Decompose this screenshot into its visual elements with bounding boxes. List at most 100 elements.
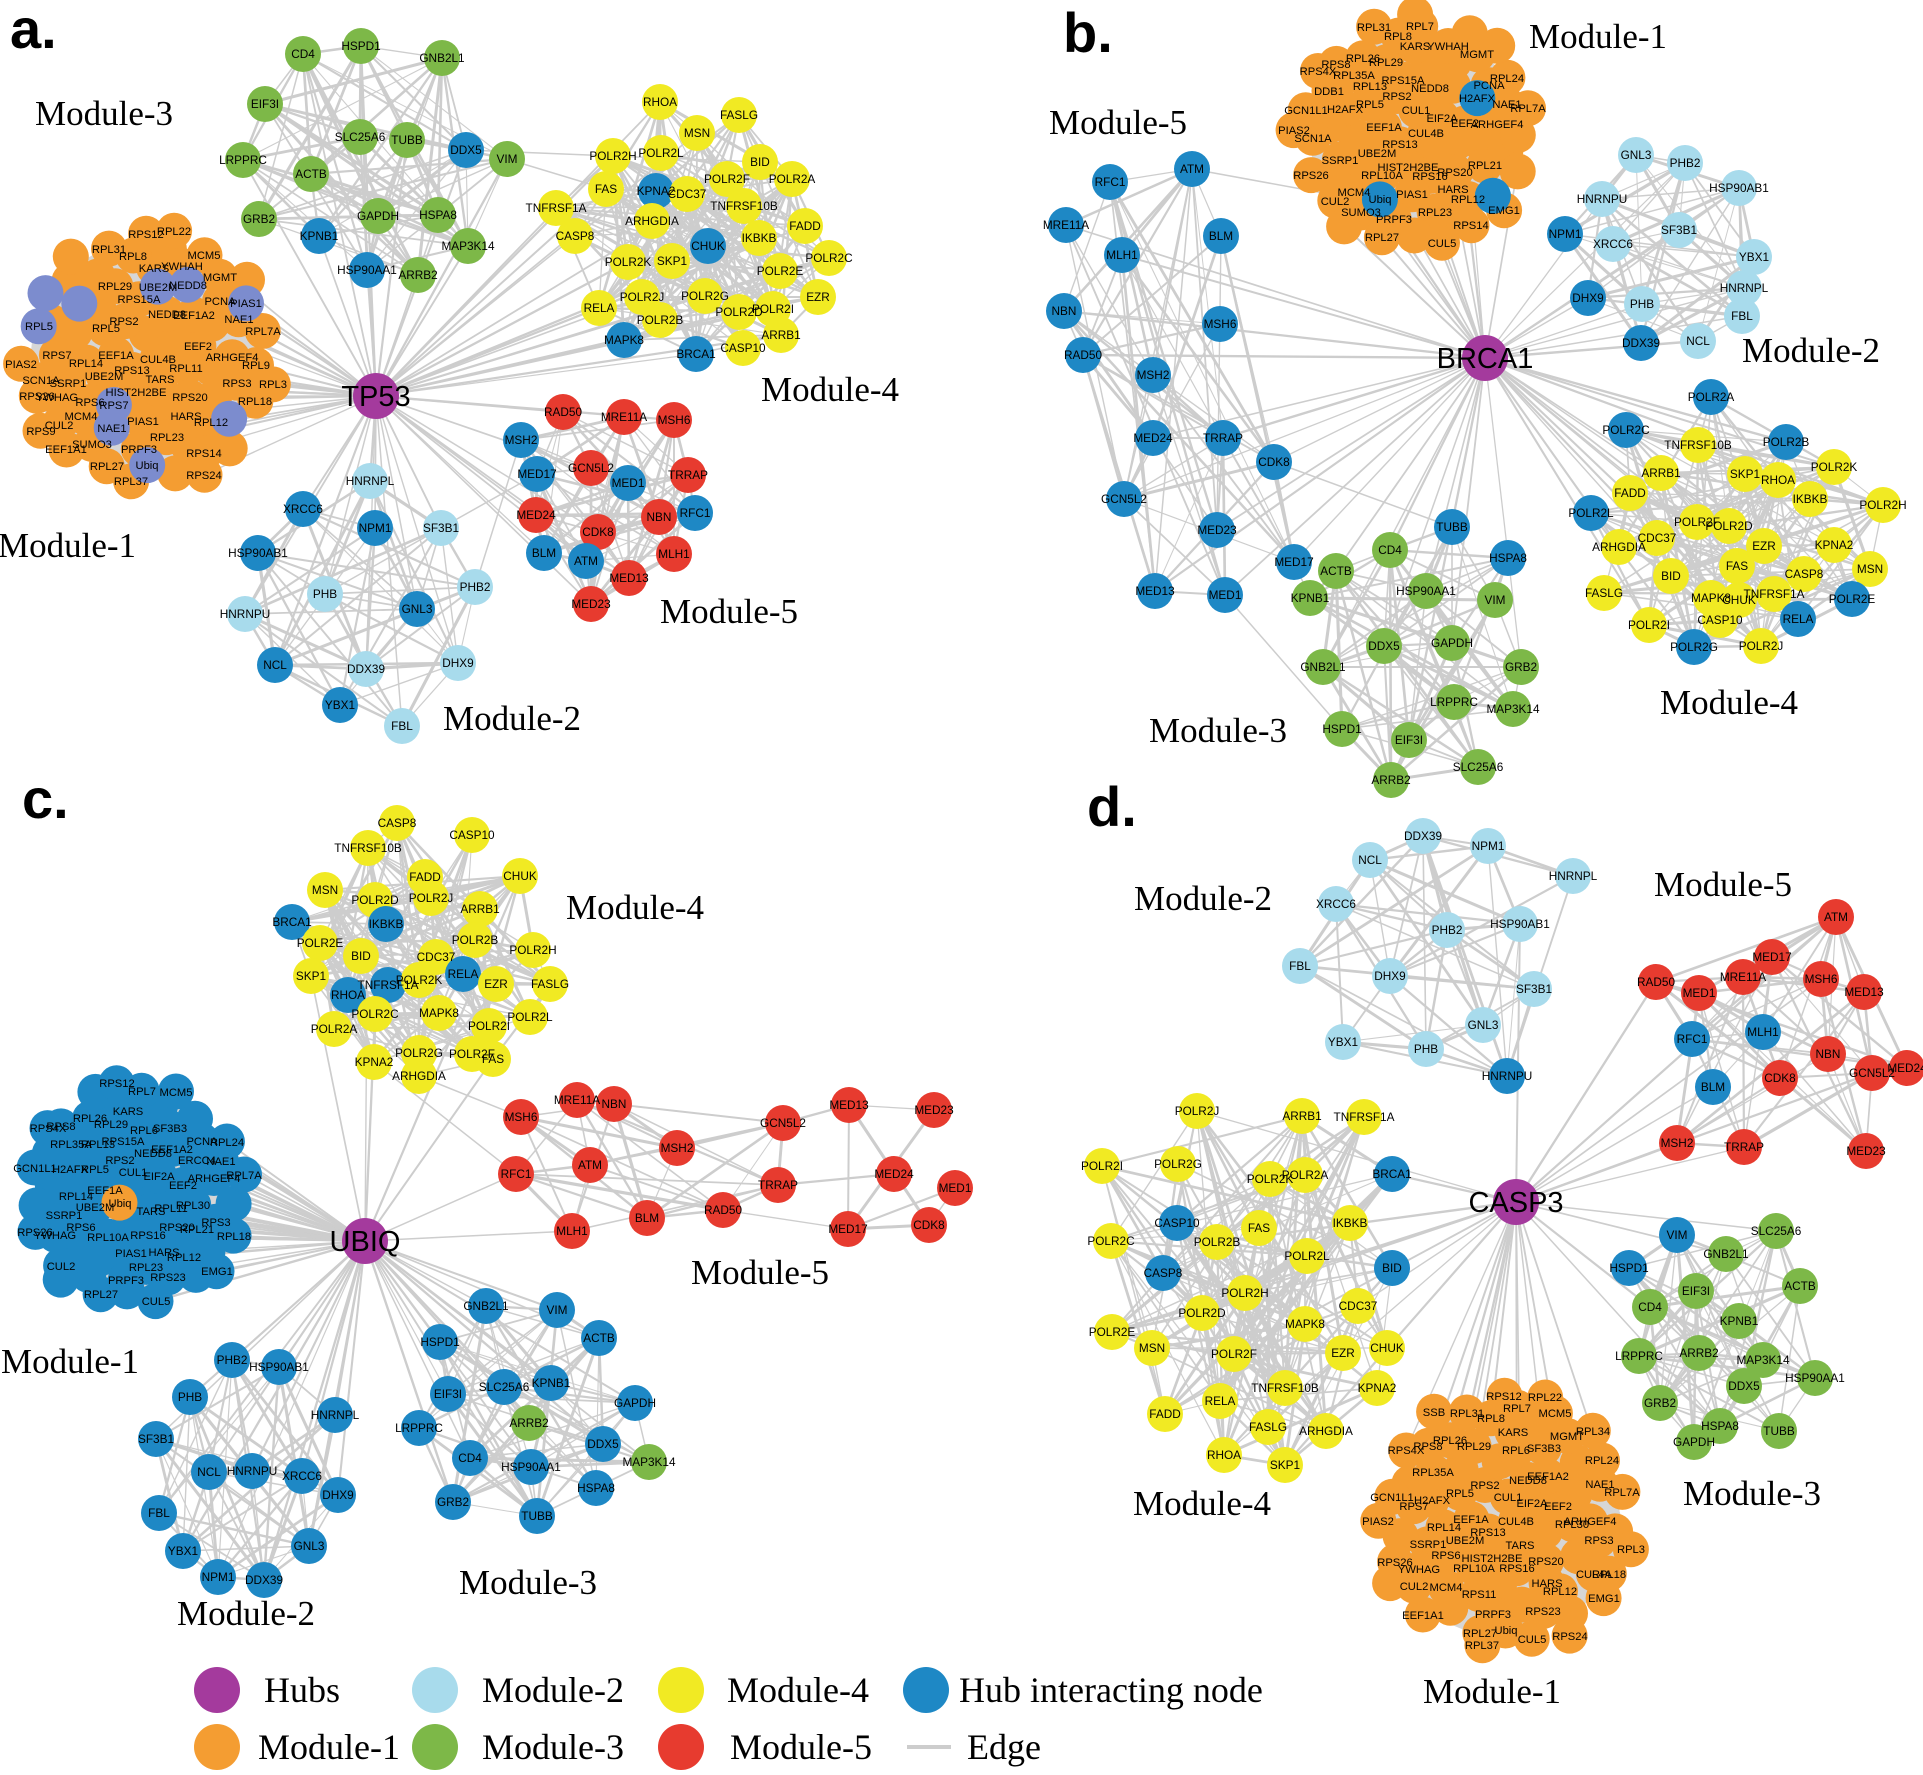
svg-text:NCL: NCL: [1358, 853, 1382, 867]
svg-text:H2AFX: H2AFX: [1414, 1495, 1451, 1507]
svg-text:RPL31: RPL31: [1450, 1408, 1484, 1420]
svg-text:MAP3K14: MAP3K14: [1486, 702, 1540, 716]
svg-text:H2AFX: H2AFX: [52, 1164, 89, 1176]
svg-text:RPL21: RPL21: [1468, 160, 1502, 172]
svg-text:FAS: FAS: [1726, 559, 1748, 573]
svg-text:b.: b.: [1063, 1, 1113, 64]
svg-text:PIAS2: PIAS2: [1362, 1516, 1394, 1528]
svg-text:Module-1: Module-1: [0, 526, 136, 565]
svg-text:POLR2H: POLR2H: [589, 149, 636, 163]
svg-text:BID: BID: [750, 155, 770, 169]
svg-text:MCM5: MCM5: [1539, 1408, 1572, 1420]
svg-text:MED23: MED23: [1197, 523, 1237, 537]
svg-text:UBE2M: UBE2M: [1358, 148, 1397, 160]
svg-text:Module-5: Module-5: [730, 1727, 872, 1767]
svg-text:Module-4: Module-4: [727, 1670, 869, 1710]
svg-text:PIAS1: PIAS1: [230, 298, 262, 310]
svg-text:RPS2: RPS2: [1470, 1480, 1499, 1492]
svg-text:HSP90AB1: HSP90AB1: [228, 546, 288, 560]
svg-text:ACTB: ACTB: [295, 167, 327, 181]
svg-text:Module-2: Module-2: [1134, 879, 1272, 918]
svg-text:CD4: CD4: [1378, 543, 1402, 557]
svg-text:MCM4: MCM4: [1430, 1582, 1463, 1594]
svg-text:GCN1L1: GCN1L1: [1284, 105, 1328, 117]
svg-text:POLR2F: POLR2F: [704, 172, 750, 186]
svg-text:ARHGEF4: ARHGEF4: [1564, 1516, 1617, 1528]
svg-text:RPS24: RPS24: [186, 470, 221, 482]
svg-text:Module-2: Module-2: [443, 699, 581, 738]
svg-text:POLR2K: POLR2K: [1247, 1172, 1294, 1186]
svg-text:RPL12: RPL12: [194, 417, 228, 429]
svg-text:BRCA1: BRCA1: [1437, 343, 1534, 375]
svg-text:POLR2J: POLR2J: [620, 290, 665, 304]
svg-text:RPL12: RPL12: [1543, 1586, 1577, 1598]
svg-text:SF3B3: SF3B3: [153, 1123, 187, 1135]
svg-text:PIAS1: PIAS1: [127, 416, 159, 428]
svg-text:RPL27: RPL27: [84, 1289, 118, 1301]
svg-text:RHOA: RHOA: [331, 988, 365, 1002]
svg-text:BID: BID: [351, 949, 371, 963]
svg-text:MCM5: MCM5: [188, 250, 221, 262]
svg-text:RPS3: RPS3: [1584, 1535, 1613, 1547]
svg-text:EEF1A: EEF1A: [87, 1185, 123, 1197]
svg-text:POLR2L: POLR2L: [1284, 1249, 1330, 1263]
svg-text:FBL: FBL: [148, 1506, 170, 1520]
svg-text:IKBKB: IKBKB: [1333, 1216, 1368, 1230]
svg-text:EMG1: EMG1: [1588, 1593, 1620, 1605]
svg-text:RPL34: RPL34: [1576, 1426, 1610, 1438]
svg-text:RAD50: RAD50: [544, 405, 582, 419]
svg-text:EIF3I: EIF3I: [251, 97, 279, 111]
svg-text:NPM1: NPM1: [1472, 839, 1505, 853]
svg-text:POLR2C: POLR2C: [1602, 423, 1650, 437]
svg-text:ARRB1: ARRB1: [1641, 466, 1680, 480]
svg-text:NEDD8: NEDD8: [169, 280, 207, 292]
svg-text:XRCC6: XRCC6: [1316, 897, 1356, 911]
svg-text:FADD: FADD: [1614, 486, 1645, 500]
svg-text:CHUK: CHUK: [503, 869, 537, 883]
svg-text:HNRNPL: HNRNPL: [346, 474, 395, 488]
svg-text:RPL35A: RPL35A: [1333, 70, 1375, 82]
svg-text:RPL13: RPL13: [1353, 81, 1387, 93]
svg-text:GCN1L1: GCN1L1: [13, 1163, 57, 1175]
svg-text:RELA: RELA: [448, 967, 479, 981]
svg-text:Module-1: Module-1: [258, 1727, 400, 1767]
svg-text:SSRP1: SSRP1: [1322, 155, 1359, 167]
svg-text:RPS2: RPS2: [1382, 91, 1411, 103]
svg-text:SLC25A6: SLC25A6: [1453, 760, 1504, 774]
svg-text:GNB2L1: GNB2L1: [463, 1299, 508, 1313]
svg-text:HNRNPU: HNRNPU: [1577, 192, 1627, 206]
svg-text:SSB: SSB: [1423, 1407, 1445, 1419]
svg-text:FADD: FADD: [1149, 1407, 1180, 1421]
svg-text:POLR2H: POLR2H: [1221, 1286, 1268, 1300]
svg-text:POLR2H: POLR2H: [509, 943, 556, 957]
svg-text:RPS20: RPS20: [172, 392, 207, 404]
svg-text:FBL: FBL: [391, 719, 413, 733]
svg-text:MED1: MED1: [939, 1181, 972, 1195]
svg-text:RPS14: RPS14: [186, 448, 221, 460]
svg-text:RPL24: RPL24: [1490, 73, 1524, 85]
svg-text:VIM: VIM: [1485, 593, 1506, 607]
svg-text:HNRNPL: HNRNPL: [311, 1408, 360, 1422]
svg-text:CUL5: CUL5: [1518, 1634, 1547, 1646]
svg-text:RPL35A: RPL35A: [50, 1139, 92, 1151]
svg-text:Module-5: Module-5: [660, 592, 798, 631]
svg-text:RPL37: RPL37: [114, 476, 148, 488]
svg-text:GNB2L1: GNB2L1: [1300, 660, 1345, 674]
svg-text:FASLG: FASLG: [1249, 1420, 1287, 1434]
svg-text:H2AFX: H2AFX: [1459, 93, 1496, 105]
svg-text:SUMO3: SUMO3: [1341, 207, 1381, 219]
svg-text:SKP1: SKP1: [657, 254, 687, 268]
svg-text:FAS: FAS: [595, 182, 617, 196]
svg-text:POLR2F: POLR2F: [1211, 1347, 1257, 1361]
svg-text:RPL23: RPL23: [150, 432, 184, 444]
svg-text:EEF1A: EEF1A: [98, 350, 134, 362]
svg-text:MSH6: MSH6: [1805, 972, 1838, 986]
svg-text:MGMT: MGMT: [1550, 1431, 1584, 1443]
svg-text:SLC25A6: SLC25A6: [1751, 1224, 1802, 1238]
svg-text:TNFRSF1A: TNFRSF1A: [526, 201, 587, 215]
svg-text:CUL1: CUL1: [1402, 105, 1431, 117]
svg-text:DDB1: DDB1: [1314, 86, 1344, 98]
svg-text:POLR2D: POLR2D: [1705, 519, 1752, 533]
svg-text:TNFRSF1A: TNFRSF1A: [1334, 1110, 1395, 1124]
svg-text:RPL29: RPL29: [94, 1119, 128, 1131]
